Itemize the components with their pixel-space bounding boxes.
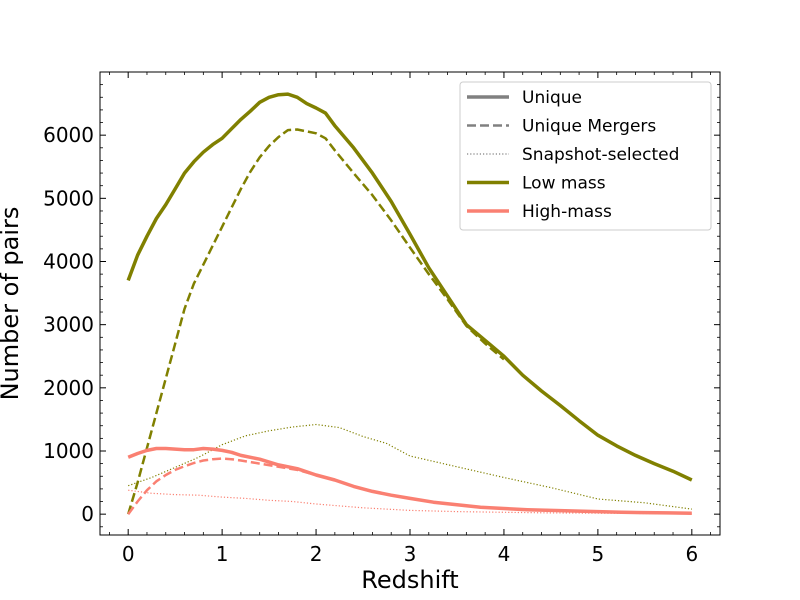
ticks-layer	[100, 72, 720, 535]
y-tick-label: 1000	[43, 439, 94, 463]
y-tick-label: 0	[81, 502, 94, 526]
x-tick-label: 6	[685, 542, 698, 566]
y-tick-label: 6000	[43, 123, 94, 147]
x-tick-label: 0	[122, 542, 135, 566]
y-tick-label: 2000	[43, 376, 94, 400]
legend-label-low-mass: Low mass	[522, 174, 606, 194]
legend-label-high-mass: High-mass	[522, 202, 612, 222]
series-layer	[126, 92, 693, 515]
tick-labels-layer: 0 1 2 3 4 5 6 0 1000 2000 3000 4000 5000 6000	[43, 123, 698, 566]
legend-box	[459, 81, 712, 231]
legend-label-unique: Unique	[522, 88, 582, 108]
y-axis-label: Number of pairs	[0, 207, 24, 401]
high-mass-unique-series-line	[127, 446, 692, 515]
legend: Unique Unique Mergers Snapshot-selected Low…	[459, 81, 712, 231]
x-tick-label: 3	[404, 542, 417, 566]
y-tick-label: 3000	[43, 313, 94, 337]
y-tick-label: 4000	[43, 249, 94, 273]
x-axis-label: Redshift	[361, 566, 458, 594]
x-tick-label: 2	[310, 542, 323, 566]
high-mass-unique-mergers-series-line	[127, 457, 317, 515]
x-tick-label: 5	[592, 542, 605, 566]
high-mass-snapshot-selected-series-line	[128, 489, 692, 515]
low-mass-unique-series-line	[126, 92, 693, 482]
x-tick-label: 4	[498, 542, 511, 566]
y-tick-label: 5000	[43, 186, 94, 210]
x-tick-label: 1	[216, 542, 229, 566]
legend-label-snapshot-selected: Snapshot-selected	[522, 145, 679, 165]
low-mass-unique-mergers-series-line	[127, 128, 505, 515]
legend-label-unique-mergers: Unique Mergers	[522, 117, 656, 137]
